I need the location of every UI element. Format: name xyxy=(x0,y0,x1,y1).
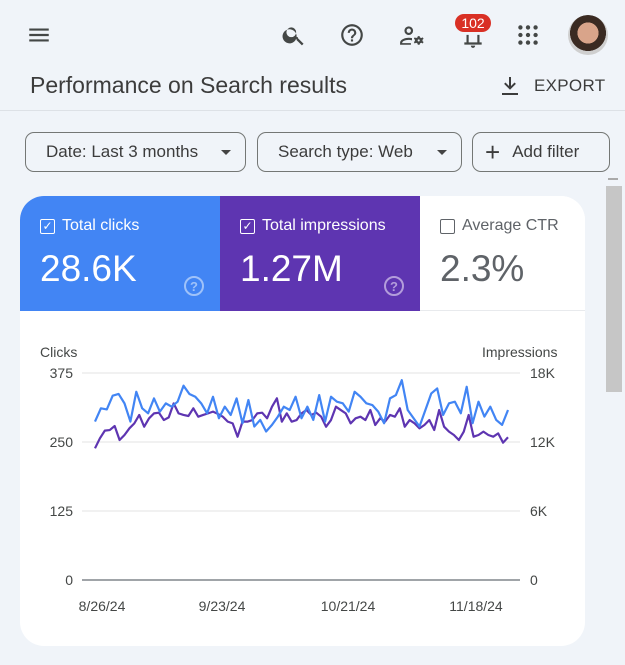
add-filter-button[interactable]: + Add filter xyxy=(472,132,610,172)
left-tick-label: 250 xyxy=(50,434,74,450)
metric-total-clicks[interactable]: ✓ Total clicks 28.6K ? xyxy=(20,196,220,311)
metric-total-impressions[interactable]: ✓ Total impressions 1.27M ? xyxy=(220,196,420,311)
add-filter-label: Add filter xyxy=(512,142,580,161)
x-tick-label: 10/21/24 xyxy=(321,598,376,614)
x-tick-label: 11/18/24 xyxy=(449,598,503,614)
menu-icon[interactable] xyxy=(26,22,52,48)
export-button[interactable]: EXPORT xyxy=(498,74,605,98)
right-tick-label: 18K xyxy=(530,365,556,381)
right-tick-label: 6K xyxy=(530,503,548,519)
left-tick-label: 0 xyxy=(65,572,73,588)
metric-value: 1.27M xyxy=(240,248,343,289)
left-tick-label: 375 xyxy=(50,365,74,381)
search-icon[interactable] xyxy=(281,22,307,48)
notifications-bell-icon[interactable] xyxy=(460,24,486,50)
dropdown-arrow-icon xyxy=(437,149,447,155)
date-filter-label: Date: Last 3 months xyxy=(46,142,199,161)
scrollbar-thumb[interactable] xyxy=(606,186,622,392)
dropdown-arrow-icon xyxy=(221,149,231,155)
metric-value: 28.6K xyxy=(40,248,137,289)
metric-value: 2.3% xyxy=(440,248,525,289)
left-axis-label: Clicks xyxy=(40,344,78,360)
export-label: EXPORT xyxy=(534,76,606,95)
search-type-chip[interactable]: Search type: Web xyxy=(257,132,462,172)
apps-grid-icon[interactable] xyxy=(515,22,541,48)
date-filter-chip[interactable]: Date: Last 3 months xyxy=(25,132,246,172)
search-type-label: Search type: Web xyxy=(278,142,413,161)
metric-label: Total impressions xyxy=(262,217,386,234)
metric-average-ctr[interactable]: Average CTR 2.3% xyxy=(420,196,585,311)
plus-icon: + xyxy=(485,137,501,167)
checkbox-unchecked-icon[interactable] xyxy=(440,218,455,234)
divider xyxy=(0,110,625,111)
help-icon[interactable]: ? xyxy=(384,276,404,296)
help-icon[interactable] xyxy=(339,22,365,48)
metric-label: Average CTR xyxy=(462,217,559,234)
checkbox-checked-icon[interactable]: ✓ xyxy=(40,218,55,234)
download-icon xyxy=(502,77,518,95)
account-settings-icon[interactable] xyxy=(399,22,425,48)
help-icon[interactable]: ? xyxy=(184,276,204,296)
clicks-series-line xyxy=(93,379,510,433)
scroll-up-arrow[interactable] xyxy=(608,178,618,180)
impressions-series-line xyxy=(94,397,509,449)
avatar[interactable] xyxy=(568,15,608,55)
right-tick-label: 12K xyxy=(530,434,556,450)
checkbox-checked-icon[interactable]: ✓ xyxy=(240,218,255,234)
metric-label: Total clicks xyxy=(62,217,140,234)
x-tick-label: 8/26/24 xyxy=(79,598,126,614)
right-axis-label: Impressions xyxy=(482,344,558,360)
right-tick-label: 0 xyxy=(530,572,538,588)
x-tick-label: 9/23/24 xyxy=(199,598,246,614)
page-title: Performance on Search results xyxy=(30,72,348,98)
left-tick-label: 125 xyxy=(50,503,74,519)
performance-card: ✓ Total clicks 28.6K ? ✓ Total impressions… xyxy=(20,196,585,646)
notification-badge: 102 xyxy=(455,14,491,32)
